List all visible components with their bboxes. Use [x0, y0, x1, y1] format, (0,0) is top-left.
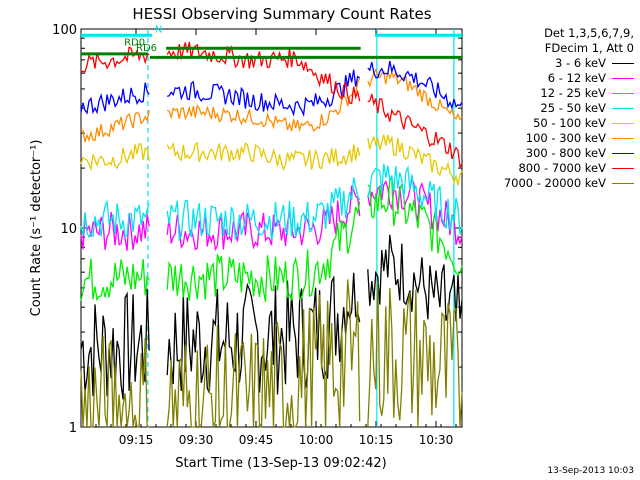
series-lines: [80, 41, 463, 429]
legend-swatch: [612, 93, 634, 94]
annotation-label: N: [155, 24, 162, 35]
series-line-6: [80, 60, 463, 118]
x-tick-label: 10:30: [419, 433, 454, 447]
legend: Det 1,3,5,6,7,9, FDecim 1, Att 0 3 - 6 k…: [482, 26, 634, 191]
series-line-8: [80, 279, 463, 429]
legend-swatch: [612, 168, 634, 169]
legend-entries: 3 - 6 keV 6 - 12 keV 12 - 25 keV 25 - 50 ke…: [482, 56, 634, 191]
legend-swatch: [612, 123, 634, 124]
legend-swatch: [612, 78, 634, 79]
x-axis-label: Start Time (13-Sep-13 09:02:42): [175, 456, 386, 471]
y-axis-label: Count Rate (s⁻¹ detector⁻¹): [29, 140, 44, 317]
legend-swatch: [612, 108, 634, 109]
legend-swatch: [612, 63, 634, 64]
legend-entry-label: 300 - 800 keV: [525, 146, 606, 160]
series-line-3: [80, 163, 463, 242]
legend-swatch: [612, 183, 634, 184]
x-tick-label: 09:45: [239, 433, 274, 447]
y-tick-label: 100: [52, 23, 77, 38]
legend-entry-label: 3 - 6 keV: [555, 56, 606, 70]
x-tick-label: 10:15: [359, 433, 394, 447]
series-line-2: [80, 178, 463, 302]
legend-entry-label: 12 - 25 keV: [540, 86, 606, 100]
legend-header-decim: FDecim 1, Att 0: [544, 41, 634, 55]
legend-entry-label: 7000 - 20000 keV: [503, 176, 606, 190]
legend-entry: 50 - 100 keV: [482, 116, 634, 131]
legend-entry: 3 - 6 keV: [482, 56, 634, 71]
legend-entry-label: 800 - 7000 keV: [518, 161, 606, 175]
legend-swatch: [612, 153, 634, 154]
legend-entry: 25 - 50 keV: [482, 101, 634, 116]
y-tick-label: 10: [60, 222, 77, 237]
legend-entry: 12 - 25 keV: [482, 86, 634, 101]
legend-entry-label: 100 - 300 keV: [525, 131, 606, 145]
legend-swatch: [612, 138, 634, 139]
tick-labels: 09:15 09:30 09:45 10:00 10:15 10:30 1 10 100: [52, 23, 453, 447]
legend-header-detectors: Det 1,3,5,6,7,9,: [544, 26, 634, 40]
legend-entry: 7000 - 20000 keV: [482, 176, 634, 191]
legend-entry-label: 25 - 50 keV: [540, 101, 606, 115]
legend-entry: 800 - 7000 keV: [482, 161, 634, 176]
footer-timestamp: 13-Sep-2013 10:03: [547, 466, 634, 476]
x-tick-label: 09:30: [179, 433, 214, 447]
annotation-label: RD0: [124, 37, 145, 48]
y-tick-label: 1: [69, 421, 77, 436]
legend-entry: 100 - 300 keV: [482, 131, 634, 146]
legend-entry-label: 50 - 100 keV: [533, 116, 606, 130]
x-tick-label: 10:00: [299, 433, 334, 447]
legend-entry: 6 - 12 keV: [482, 71, 634, 86]
legend-entry-label: 6 - 12 keV: [547, 71, 606, 85]
series-line-4: [80, 134, 463, 186]
chart-title: HESSI Observing Summary Count Rates: [132, 5, 431, 23]
annotation-label: RD6: [136, 43, 157, 54]
x-tick-label: 09:15: [119, 433, 154, 447]
legend-entry: 300 - 800 keV: [482, 146, 634, 161]
